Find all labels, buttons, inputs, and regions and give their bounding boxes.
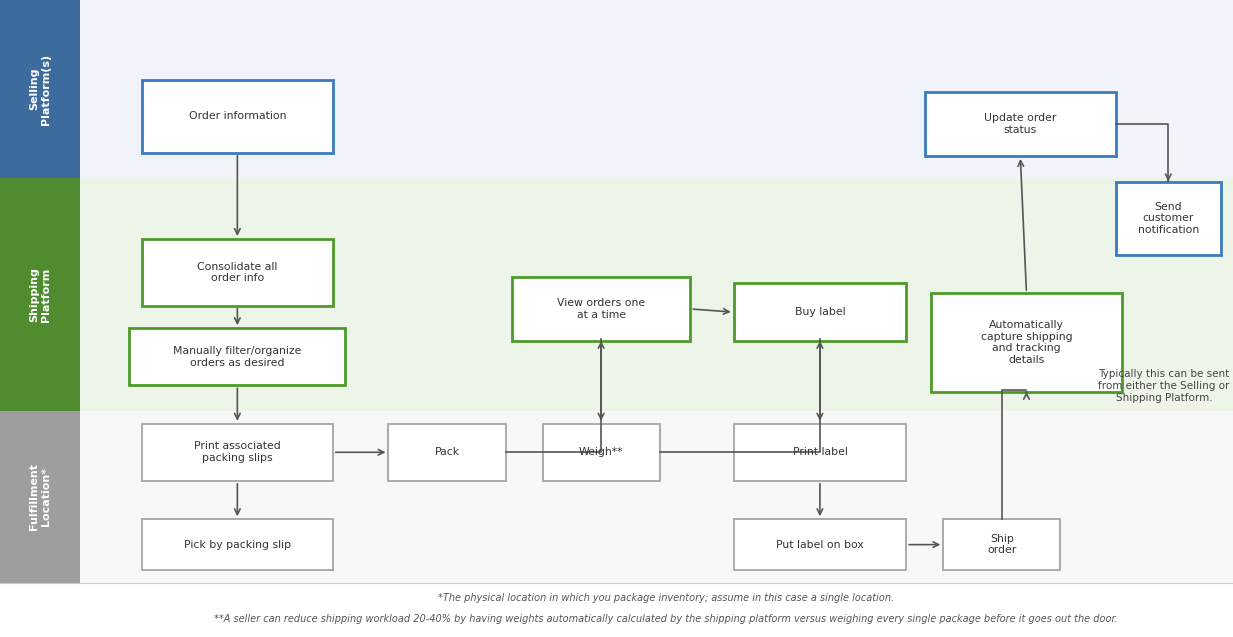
Text: Consolidate all
order info: Consolidate all order info xyxy=(197,262,277,283)
FancyBboxPatch shape xyxy=(512,277,690,341)
Text: *The physical location in which you package inventory; assume in this case a sin: *The physical location in which you pack… xyxy=(438,592,894,603)
Text: Typically this can be sent
from either the Selling or
Shipping Platform.: Typically this can be sent from either t… xyxy=(1099,369,1229,403)
Bar xyxy=(0,0,80,178)
Text: Pick by packing slip: Pick by packing slip xyxy=(184,540,291,550)
FancyBboxPatch shape xyxy=(142,424,333,481)
Text: Update order
status: Update order status xyxy=(984,113,1057,135)
Text: Put label on box: Put label on box xyxy=(776,540,864,550)
FancyBboxPatch shape xyxy=(142,80,333,153)
Text: Manually filter/organize
orders as desired: Manually filter/organize orders as desir… xyxy=(173,346,302,368)
FancyBboxPatch shape xyxy=(142,239,333,306)
FancyBboxPatch shape xyxy=(925,92,1116,156)
FancyBboxPatch shape xyxy=(734,424,906,481)
Text: Selling
Platform(s): Selling Platform(s) xyxy=(30,54,51,125)
Bar xyxy=(0,411,80,583)
Bar xyxy=(80,178,1233,411)
Text: Automatically
capture shipping
and tracking
details: Automatically capture shipping and track… xyxy=(980,320,1073,365)
Bar xyxy=(0,178,80,411)
Text: Fulfillment
Location*: Fulfillment Location* xyxy=(30,463,51,531)
FancyBboxPatch shape xyxy=(129,328,345,385)
Text: Shipping
Platform: Shipping Platform xyxy=(30,267,51,322)
Text: Send
customer
notification: Send customer notification xyxy=(1138,201,1198,235)
Bar xyxy=(80,411,1233,583)
FancyBboxPatch shape xyxy=(734,519,906,570)
FancyBboxPatch shape xyxy=(1116,182,1221,255)
FancyBboxPatch shape xyxy=(142,519,333,570)
FancyBboxPatch shape xyxy=(734,283,906,341)
Text: Order information: Order information xyxy=(189,111,286,121)
Text: Print label: Print label xyxy=(793,447,847,457)
FancyBboxPatch shape xyxy=(943,519,1060,570)
Text: Ship
order: Ship order xyxy=(988,534,1016,555)
FancyBboxPatch shape xyxy=(388,424,506,481)
FancyBboxPatch shape xyxy=(543,424,660,481)
Text: Buy label: Buy label xyxy=(794,307,846,317)
Text: View orders one
at a time: View orders one at a time xyxy=(557,298,645,320)
Text: Weigh**: Weigh** xyxy=(578,447,624,457)
Text: Pack: Pack xyxy=(434,447,460,457)
Text: Print associated
packing slips: Print associated packing slips xyxy=(194,441,281,463)
Text: **A seller can reduce shipping workload 20-40% by having weights automatically c: **A seller can reduce shipping workload … xyxy=(215,614,1117,624)
Bar xyxy=(80,0,1233,178)
FancyBboxPatch shape xyxy=(931,293,1122,392)
